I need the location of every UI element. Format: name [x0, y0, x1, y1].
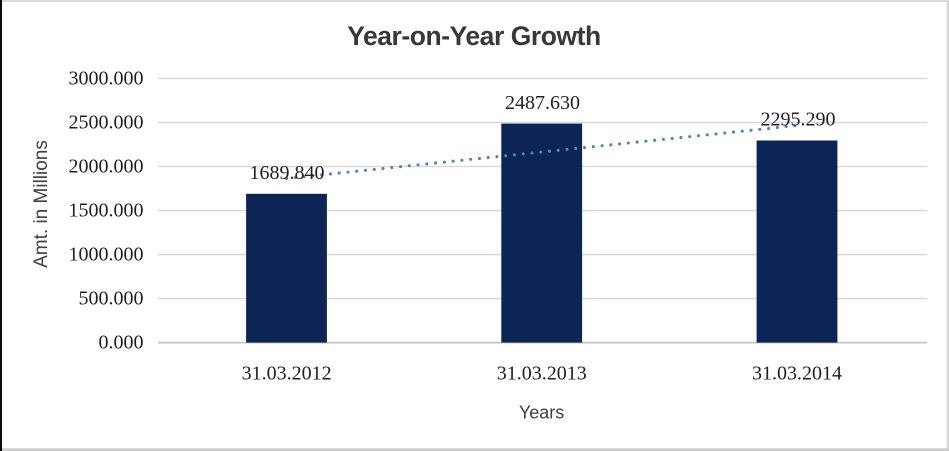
- svg-text:Year-on-Year Growth: Year-on-Year Growth: [347, 21, 601, 51]
- svg-text:2500.000: 2500.000: [69, 111, 144, 133]
- svg-text:500.000: 500.000: [79, 287, 144, 309]
- svg-text:31.03.2014: 31.03.2014: [752, 362, 842, 384]
- svg-text:3000.000: 3000.000: [69, 67, 144, 89]
- svg-text:1000.000: 1000.000: [69, 243, 144, 265]
- svg-text:1500.000: 1500.000: [69, 199, 144, 221]
- svg-text:31.03.2012: 31.03.2012: [242, 362, 332, 384]
- svg-text:2000.000: 2000.000: [69, 155, 144, 177]
- svg-text:1689.840: 1689.840: [250, 162, 325, 184]
- svg-text:31.03.2013: 31.03.2013: [497, 362, 587, 384]
- svg-text:Years: Years: [519, 403, 564, 423]
- svg-text:0.000: 0.000: [99, 331, 144, 353]
- svg-text:2295.290: 2295.290: [761, 109, 836, 131]
- svg-text:2487.630: 2487.630: [505, 92, 580, 114]
- svg-text:Amt. in Millions: Amt. in Millions: [31, 140, 52, 268]
